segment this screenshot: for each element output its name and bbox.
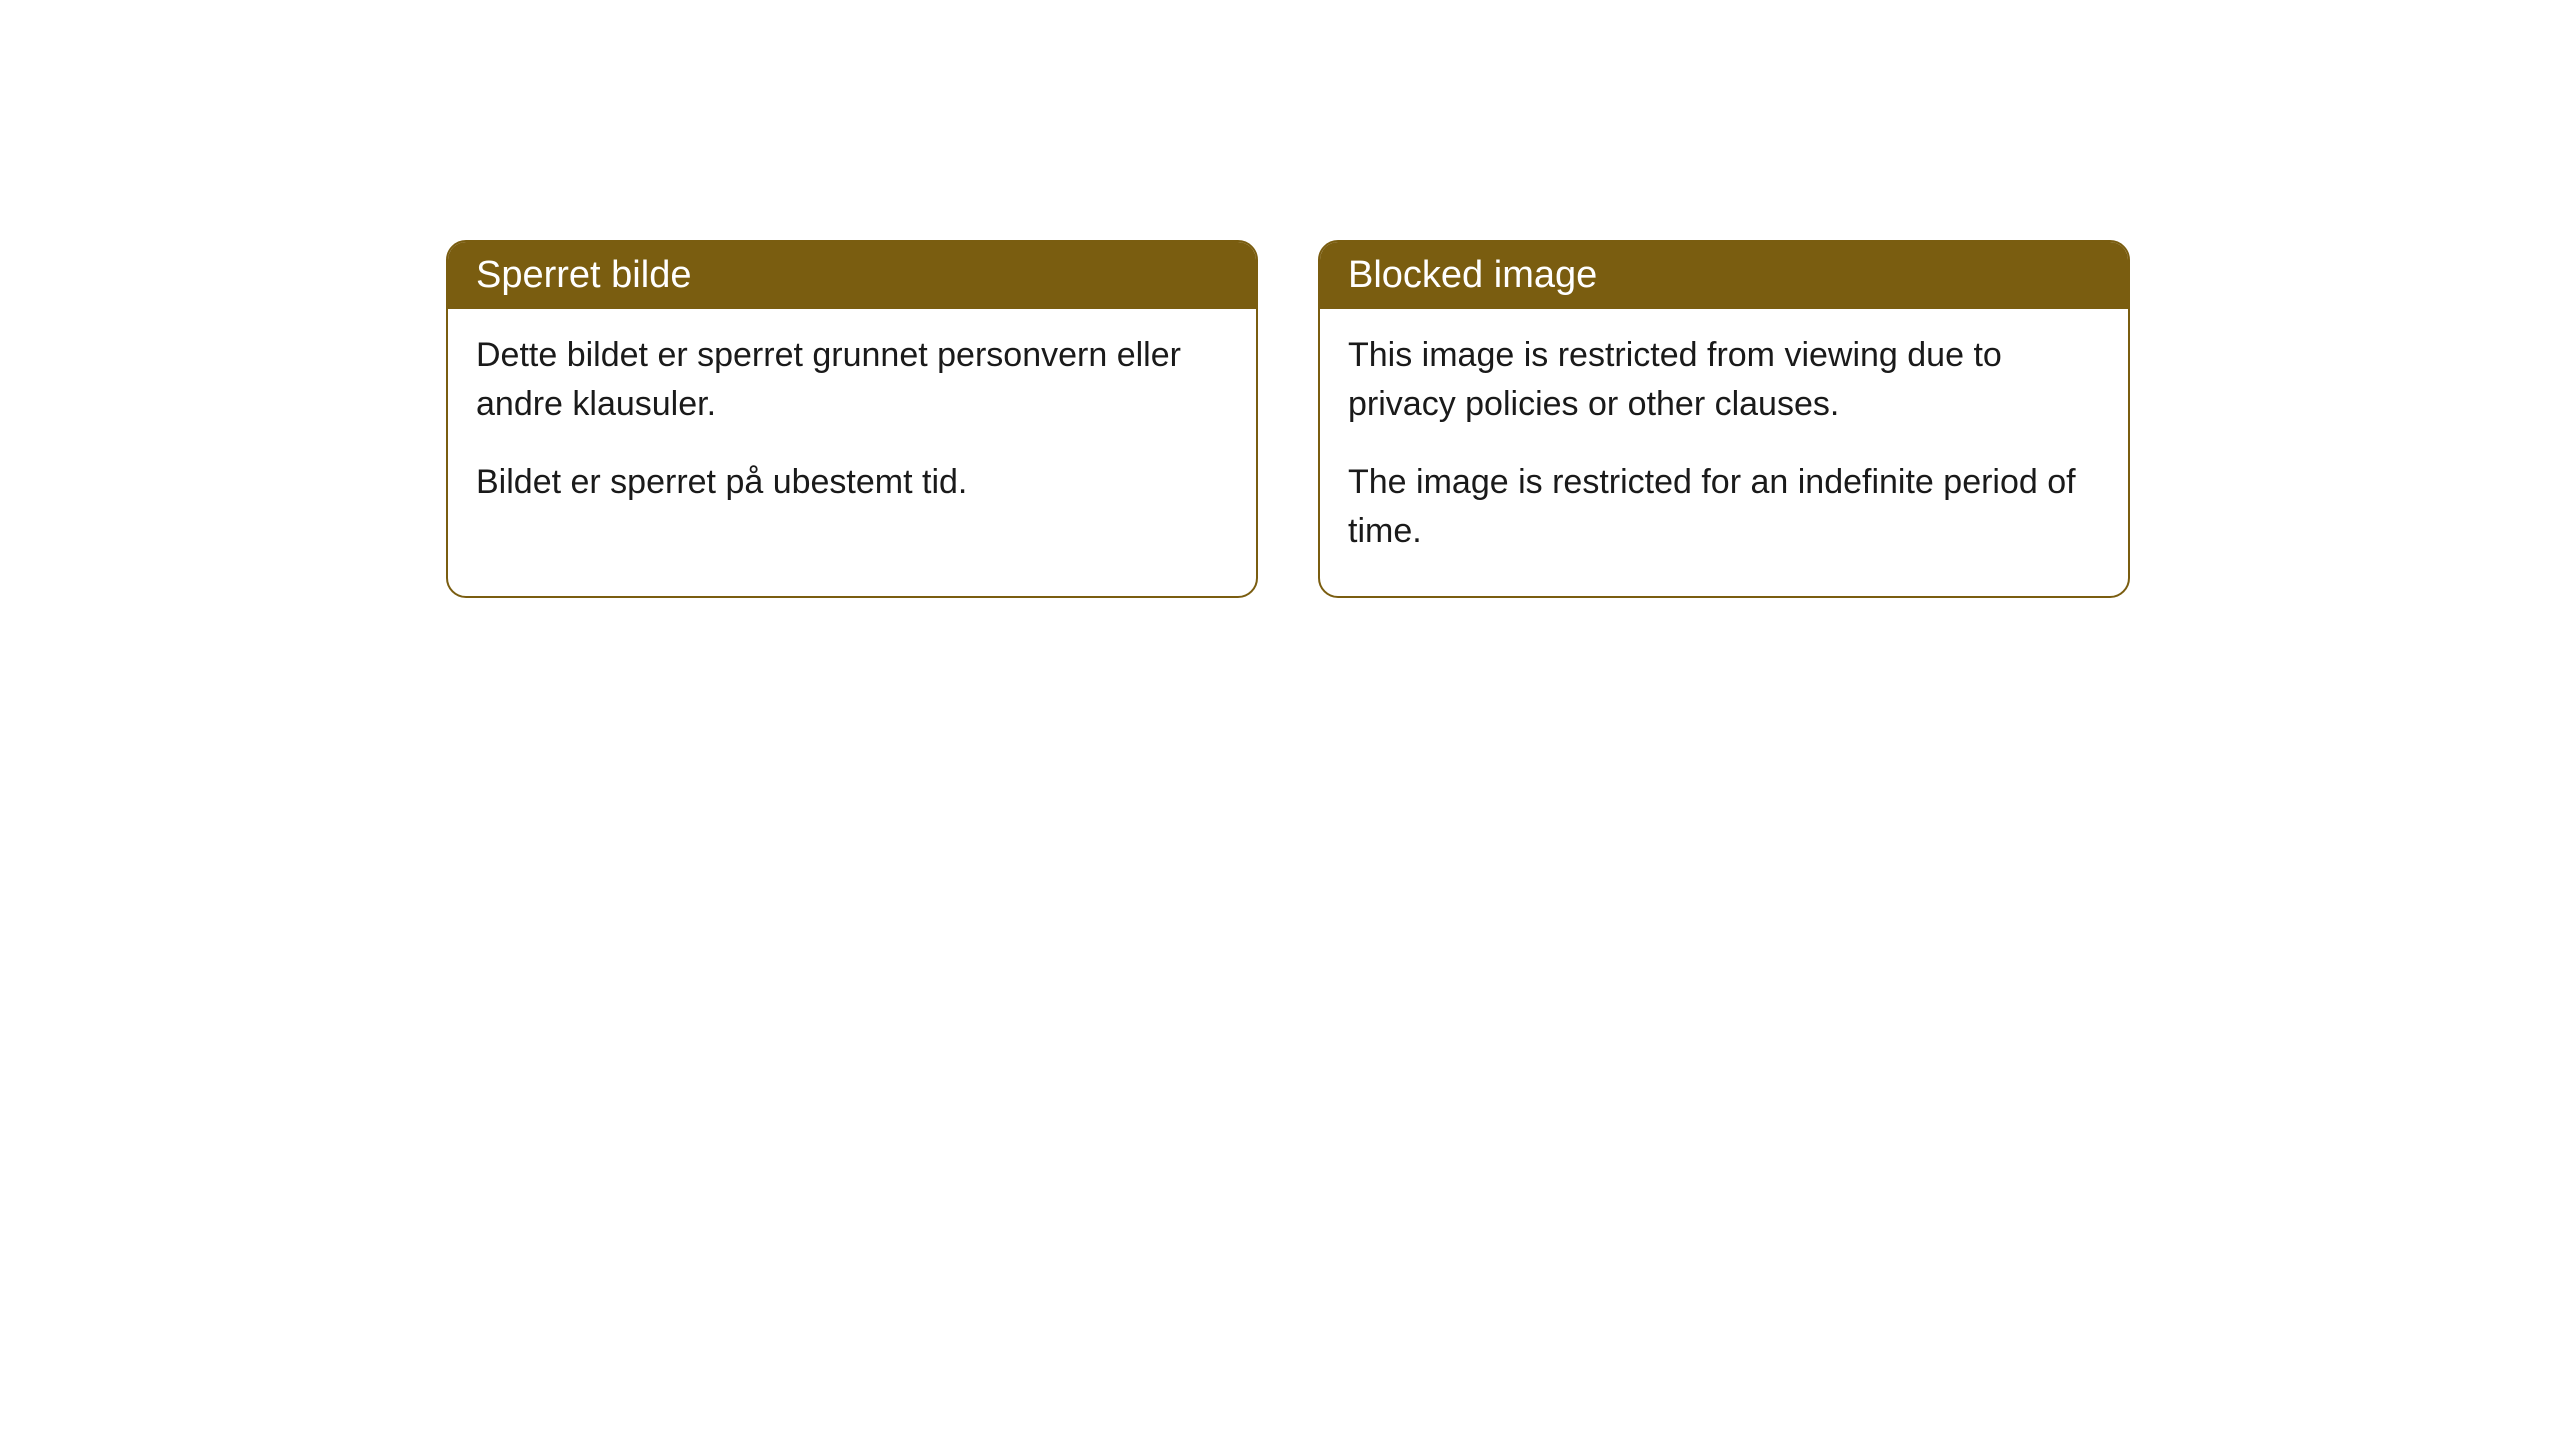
card-paragraph: Dette bildet er sperret grunnet personve… <box>476 331 1228 430</box>
blocked-image-card-english: Blocked image This image is restricted f… <box>1318 240 2130 598</box>
blocked-image-card-norwegian: Sperret bilde Dette bildet er sperret gr… <box>446 240 1258 598</box>
card-body-norwegian: Dette bildet er sperret grunnet personve… <box>448 309 1256 547</box>
card-header-norwegian: Sperret bilde <box>448 242 1256 309</box>
card-body-english: This image is restricted from viewing du… <box>1320 309 2128 596</box>
card-paragraph: This image is restricted from viewing du… <box>1348 331 2100 430</box>
card-header-english: Blocked image <box>1320 242 2128 309</box>
card-title: Sperret bilde <box>476 254 691 296</box>
card-paragraph: The image is restricted for an indefinit… <box>1348 458 2100 557</box>
card-title: Blocked image <box>1348 254 1597 296</box>
card-paragraph: Bildet er sperret på ubestemt tid. <box>476 458 1228 507</box>
notice-container: Sperret bilde Dette bildet er sperret gr… <box>446 240 2130 598</box>
